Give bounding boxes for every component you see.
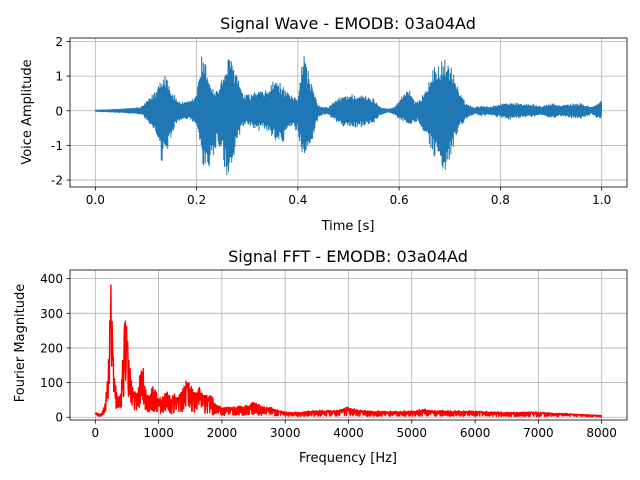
x-tick-label: 8000 [586,426,617,440]
x-tick-label: 3000 [270,426,301,440]
y-tick-label: 100 [40,376,63,390]
signal-wave-panel: Signal Wave - EMODB: 03a04Ad Time [s] Vo… [20,14,628,234]
x-axis-label: Time [s] [321,219,375,234]
signal-fft-line [94,284,603,418]
axis-ticks: 0 1000 2000 3000 4000 5000 6000 7000 8000 0 100 200… [40,272,617,440]
grid-lines [70,270,627,420]
plot-area [94,55,603,176]
x-tick-label: 0.2 [187,193,206,207]
y-tick-label: 0 [55,411,63,425]
y-tick-label: 300 [40,307,63,321]
x-tick-label: 1.0 [592,193,611,207]
y-tick-label: -2 [51,174,63,188]
y-tick-label: 2 [55,35,63,49]
x-tick-label: 0.6 [390,193,409,207]
x-tick-label: 2000 [207,426,238,440]
axes-frame [69,37,628,188]
signal-fft-panel: Signal FFT - EMODB: 03a04Ad Frequency [H… [13,247,628,466]
y-tick-label: 1 [55,70,63,84]
plot-area [94,284,603,418]
y-tick-label: 0 [55,104,63,118]
x-tick-label: 4000 [333,426,364,440]
axis-ticks: 0.0 0.2 0.4 0.6 0.8 1.0 -2 -1 0 1 2 [51,35,611,207]
x-tick-label: 5000 [397,426,428,440]
y-axis-label: Fourier Magnitude [13,284,28,403]
x-tick-label: 0.8 [491,193,510,207]
y-tick-label: -1 [51,139,63,153]
x-tick-label: 0 [91,426,99,440]
x-tick-label: 7000 [523,426,554,440]
y-axis-label: Voice Amplitude [20,59,35,164]
chart-title: Signal FFT - EMODB: 03a04Ad [228,247,468,266]
x-axis-label: Frequency [Hz] [299,451,397,466]
x-tick-label: 6000 [460,426,491,440]
y-tick-label: 400 [40,272,63,286]
y-tick-label: 200 [40,341,63,355]
x-tick-label: 1000 [143,426,174,440]
chart-title: Signal Wave - EMODB: 03a04Ad [220,14,476,33]
x-tick-label: 0.4 [288,193,307,207]
axes-frame [69,269,628,421]
x-tick-label: 0.0 [86,193,105,207]
signal-wave-line [94,55,603,176]
